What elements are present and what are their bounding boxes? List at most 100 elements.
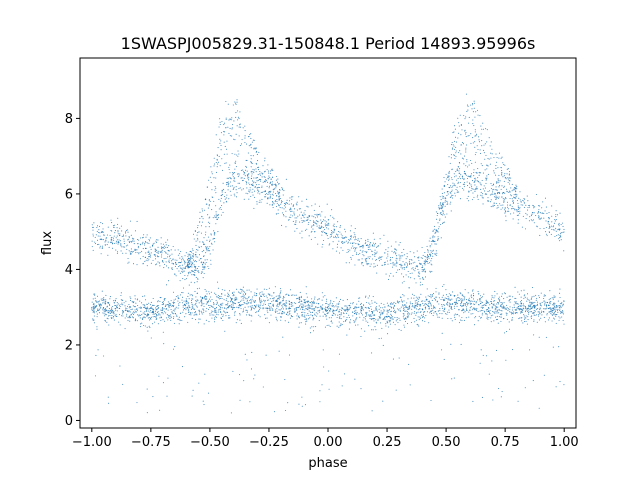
data-point [129, 296, 131, 298]
data-point [462, 299, 464, 301]
data-point [105, 301, 107, 303]
data-point [255, 147, 257, 149]
data-point [155, 241, 158, 243]
data-point [306, 219, 308, 221]
data-point [459, 172, 461, 174]
data-point [181, 291, 183, 294]
data-point [553, 304, 555, 306]
data-point [234, 312, 236, 314]
data-point [206, 248, 208, 250]
data-point [548, 317, 550, 319]
data-point [111, 311, 113, 313]
data-point [452, 144, 454, 146]
data-point [317, 243, 319, 245]
data-point [254, 308, 256, 310]
data-point [316, 213, 318, 215]
data-point [316, 216, 318, 218]
data-point [471, 180, 474, 182]
data-point [335, 226, 337, 228]
data-point [130, 299, 132, 302]
data-point [116, 304, 118, 306]
data-point [191, 307, 193, 309]
data-point [371, 245, 373, 247]
data-point [526, 300, 528, 302]
data-point [288, 219, 290, 221]
data-point [514, 312, 516, 314]
data-point [284, 205, 286, 207]
data-point [236, 299, 238, 301]
data-point [471, 188, 473, 190]
data-point [383, 303, 385, 305]
data-point [303, 302, 305, 304]
data-point [516, 303, 518, 305]
data-point [488, 308, 490, 310]
data-point [248, 302, 250, 304]
data-point [213, 321, 216, 323]
data-point [135, 251, 137, 254]
data-point [414, 256, 416, 258]
data-point [384, 261, 386, 263]
data-point [442, 203, 445, 205]
data-point [105, 314, 107, 316]
data-point [131, 308, 133, 310]
data-point [507, 206, 509, 208]
data-point [430, 305, 432, 307]
data-point [227, 302, 229, 304]
data-point [94, 305, 96, 307]
data-point [278, 302, 280, 305]
data-point [375, 308, 377, 311]
data-point [340, 318, 342, 320]
data-point [225, 148, 228, 150]
data-point [119, 234, 121, 236]
data-point [545, 206, 547, 208]
data-point [337, 308, 339, 310]
data-point [145, 310, 148, 312]
data-point [314, 221, 316, 223]
data-point [213, 234, 215, 236]
data-point [157, 304, 159, 307]
data-point [228, 198, 230, 200]
data-point [538, 295, 540, 297]
data-point [440, 204, 442, 206]
data-point [479, 298, 481, 300]
data-point [191, 274, 193, 276]
data-point [482, 193, 484, 195]
data-point [335, 250, 337, 252]
data-point [502, 176, 504, 178]
data-point [190, 281, 192, 283]
data-point [162, 319, 164, 321]
data-point [498, 186, 500, 188]
data-point [501, 293, 503, 295]
data-point [285, 305, 287, 307]
data-point [133, 306, 136, 308]
data-point [223, 153, 225, 155]
data-point [264, 160, 266, 162]
data-point [105, 310, 107, 312]
data-point [470, 159, 472, 162]
data-point [160, 237, 162, 239]
data-point [494, 309, 496, 311]
data-point [303, 217, 305, 219]
data-point [465, 136, 467, 138]
data-point [495, 202, 497, 204]
data-point [548, 211, 550, 214]
data-point [446, 213, 448, 215]
data-point [267, 177, 269, 179]
data-point [467, 292, 469, 294]
data-point [479, 298, 481, 300]
data-point [290, 301, 292, 304]
data-point [199, 211, 201, 213]
data-point [157, 314, 159, 316]
data-point [373, 310, 375, 312]
data-point [296, 298, 298, 300]
data-point [496, 319, 498, 321]
data-point [476, 109, 479, 111]
data-point [365, 307, 367, 309]
data-point [427, 251, 429, 253]
data-point [258, 314, 260, 316]
data-point [423, 311, 425, 313]
data-point [500, 157, 502, 159]
data-point [97, 301, 99, 303]
data-point [99, 232, 101, 234]
data-point [453, 183, 455, 185]
